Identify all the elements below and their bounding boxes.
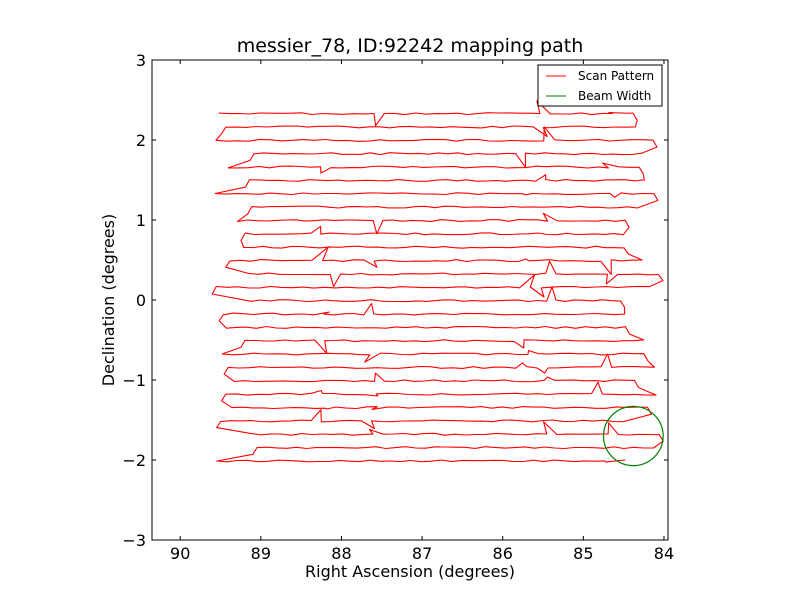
x-tick-label: 84: [654, 544, 674, 563]
chart-title: messier_78, ID:92242 mapping path: [237, 35, 584, 57]
plot-area: [211, 100, 664, 467]
legend: Scan Pattern Beam Width: [537, 64, 663, 107]
x-tick-label: 90: [170, 544, 190, 563]
beam-width-circle: [602, 405, 664, 467]
legend-label-scan-pattern: Scan Pattern: [578, 69, 654, 83]
x-tick-label: 86: [493, 544, 513, 563]
y-axis-label: Declination (degrees): [99, 214, 118, 386]
y-tick-label: −3: [122, 531, 146, 550]
x-axis-label: Right Ascension (degrees): [305, 562, 515, 581]
y-tick-label: −1: [122, 371, 146, 390]
y-tick-label: 3: [136, 51, 146, 70]
y-tick-label: −2: [122, 451, 146, 470]
legend-box: [537, 64, 663, 107]
x-tick-label: 85: [573, 544, 593, 563]
x-tick-label: 87: [412, 544, 432, 563]
axis-ticks: 90 89 88 87 86 85 84 3 2 1 0 −1 −2 −3: [122, 51, 674, 563]
y-tick-label: 2: [136, 131, 146, 150]
x-tick-label: 88: [331, 544, 351, 563]
legend-label-beam-width: Beam Width: [578, 89, 651, 103]
y-tick-label: 0: [136, 291, 146, 310]
x-tick-label: 89: [251, 544, 271, 563]
y-tick-label: 1: [136, 211, 146, 230]
scan-pattern-line: [211, 100, 664, 463]
